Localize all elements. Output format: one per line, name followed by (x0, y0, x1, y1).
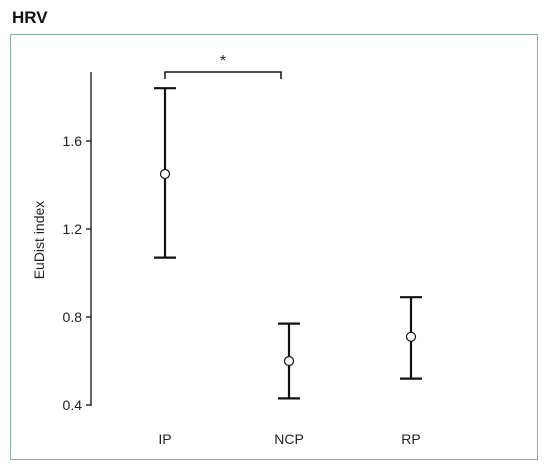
error-bars (154, 87, 422, 400)
y-tick-label: 0.4 (63, 397, 83, 413)
y-axis-label: EuDist index (31, 201, 47, 280)
panel-title: HRV (12, 8, 48, 27)
mean-point (405, 331, 417, 342)
y-tick-label: 1.6 (63, 133, 83, 149)
y-tick-label: 1.2 (63, 221, 83, 237)
y-tick-label: 0.8 (63, 309, 83, 325)
x-tick-label: IP (158, 431, 171, 447)
x-tick-label: NCP (274, 431, 304, 447)
significance-bracket: * (164, 53, 282, 79)
y-ticks: 0.4 0.8 1.2 1.6 (63, 133, 91, 413)
mean-point (283, 355, 295, 367)
significance-line (164, 71, 282, 79)
significance-label: * (220, 53, 226, 70)
chart-frame (10, 34, 538, 460)
x-ticks: IP NCP RP (158, 431, 420, 447)
mean-point (159, 168, 171, 180)
x-tick-label: RP (401, 431, 420, 447)
